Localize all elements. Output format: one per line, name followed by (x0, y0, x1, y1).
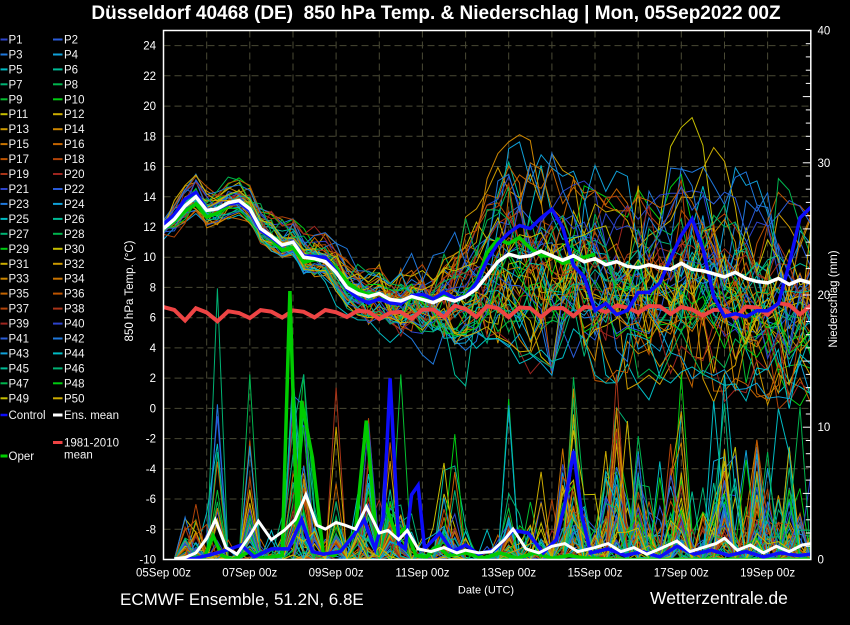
svg-text:17Sep 00z: 17Sep 00z (654, 568, 709, 580)
svg-text:P1: P1 (9, 35, 23, 47)
svg-text:40: 40 (818, 26, 831, 38)
svg-text:07Sep 00z: 07Sep 00z (222, 568, 277, 580)
svg-text:1981-2010: 1981-2010 (64, 438, 119, 450)
svg-text:P14: P14 (64, 124, 85, 136)
svg-text:P20: P20 (64, 169, 84, 181)
svg-text:P25: P25 (9, 214, 29, 226)
svg-text:mean: mean (64, 450, 93, 462)
svg-text:P50: P50 (64, 393, 84, 405)
svg-text:P49: P49 (9, 393, 29, 405)
svg-text:P39: P39 (9, 319, 29, 331)
svg-text:P13: P13 (9, 124, 29, 136)
svg-text:14: 14 (143, 192, 156, 204)
svg-text:P6: P6 (64, 64, 78, 76)
svg-text:-10: -10 (139, 555, 156, 567)
svg-text:P36: P36 (64, 289, 84, 301)
svg-text:P26: P26 (64, 214, 84, 226)
svg-text:P33: P33 (9, 274, 29, 286)
svg-text:10: 10 (143, 252, 156, 264)
svg-text:P22: P22 (64, 184, 84, 196)
svg-text:P32: P32 (64, 259, 84, 271)
svg-text:ECMWF Ensemble, 51.2N, 6.8E: ECMWF Ensemble, 51.2N, 6.8E (120, 590, 364, 609)
svg-text:P19: P19 (9, 169, 29, 181)
svg-text:P40: P40 (64, 319, 84, 331)
svg-text:0: 0 (150, 403, 156, 415)
svg-text:P44: P44 (64, 348, 85, 360)
svg-text:Niederschlag (mm): Niederschlag (mm) (828, 250, 840, 347)
svg-text:P43: P43 (9, 348, 29, 360)
svg-text:P2: P2 (64, 35, 78, 47)
svg-text:P37: P37 (9, 304, 29, 316)
svg-text:P23: P23 (9, 199, 29, 211)
svg-text:P3: P3 (9, 50, 23, 62)
svg-text:P31: P31 (9, 259, 29, 271)
svg-text:19Sep 00z: 19Sep 00z (740, 568, 795, 580)
svg-text:P42: P42 (64, 334, 84, 346)
svg-text:4: 4 (150, 343, 157, 355)
svg-text:P10: P10 (64, 94, 84, 106)
svg-text:Wetterzentrale.de: Wetterzentrale.de (650, 588, 788, 608)
svg-text:P21: P21 (9, 184, 29, 196)
svg-text:P45: P45 (9, 363, 29, 375)
svg-text:P28: P28 (64, 229, 84, 241)
svg-text:P35: P35 (9, 289, 29, 301)
svg-text:Date (UTC): Date (UTC) (458, 585, 514, 597)
svg-text:P15: P15 (9, 139, 29, 151)
svg-text:8: 8 (150, 282, 156, 294)
svg-text:P7: P7 (9, 79, 23, 91)
svg-text:-4: -4 (146, 464, 157, 476)
svg-text:16: 16 (143, 162, 156, 174)
svg-text:24: 24 (143, 41, 156, 53)
svg-text:Ens. mean: Ens. mean (64, 410, 119, 422)
svg-text:18: 18 (143, 131, 156, 143)
svg-text:P5: P5 (9, 64, 23, 76)
svg-text:Oper: Oper (9, 451, 35, 463)
svg-text:P8: P8 (64, 79, 78, 91)
svg-text:05Sep 00z: 05Sep 00z (136, 568, 191, 580)
svg-text:-2: -2 (146, 434, 156, 446)
svg-text:-8: -8 (146, 524, 156, 536)
svg-text:P11: P11 (9, 109, 29, 121)
svg-text:30: 30 (818, 158, 831, 170)
svg-text:P29: P29 (9, 244, 29, 256)
svg-text:P38: P38 (64, 304, 84, 316)
svg-text:11Sep 00z: 11Sep 00z (395, 568, 449, 580)
svg-text:Düsseldorf 40468 (DE) 850 hPa: Düsseldorf 40468 (DE) 850 hPa Temp. & Ni… (91, 3, 781, 24)
svg-text:850 hPa Temp. (°C): 850 hPa Temp. (°C) (124, 240, 136, 341)
svg-text:P24: P24 (64, 199, 85, 211)
svg-text:P27: P27 (9, 229, 29, 241)
svg-text:P9: P9 (9, 94, 23, 106)
svg-text:P18: P18 (64, 154, 84, 166)
svg-text:P41: P41 (9, 334, 29, 346)
svg-text:-6: -6 (146, 494, 156, 506)
svg-text:P4: P4 (64, 50, 79, 62)
svg-text:20: 20 (143, 101, 156, 113)
svg-text:2: 2 (150, 373, 156, 385)
svg-text:P30: P30 (64, 244, 84, 256)
svg-text:P12: P12 (64, 109, 84, 121)
svg-text:P16: P16 (64, 139, 84, 151)
svg-text:13Sep 00z: 13Sep 00z (481, 568, 536, 580)
svg-text:P34: P34 (64, 274, 85, 286)
svg-text:10: 10 (818, 422, 831, 434)
svg-text:P48: P48 (64, 378, 84, 390)
svg-text:P47: P47 (9, 378, 29, 390)
svg-text:20: 20 (818, 290, 831, 302)
svg-text:0: 0 (818, 555, 824, 567)
svg-text:6: 6 (150, 313, 156, 325)
svg-text:22: 22 (143, 71, 156, 83)
svg-text:09Sep 00z: 09Sep 00z (309, 568, 364, 580)
svg-text:15Sep 00z: 15Sep 00z (568, 568, 623, 580)
svg-text:12: 12 (143, 222, 156, 234)
svg-text:Control: Control (9, 410, 46, 422)
svg-text:P17: P17 (9, 154, 29, 166)
svg-text:P46: P46 (64, 363, 84, 375)
